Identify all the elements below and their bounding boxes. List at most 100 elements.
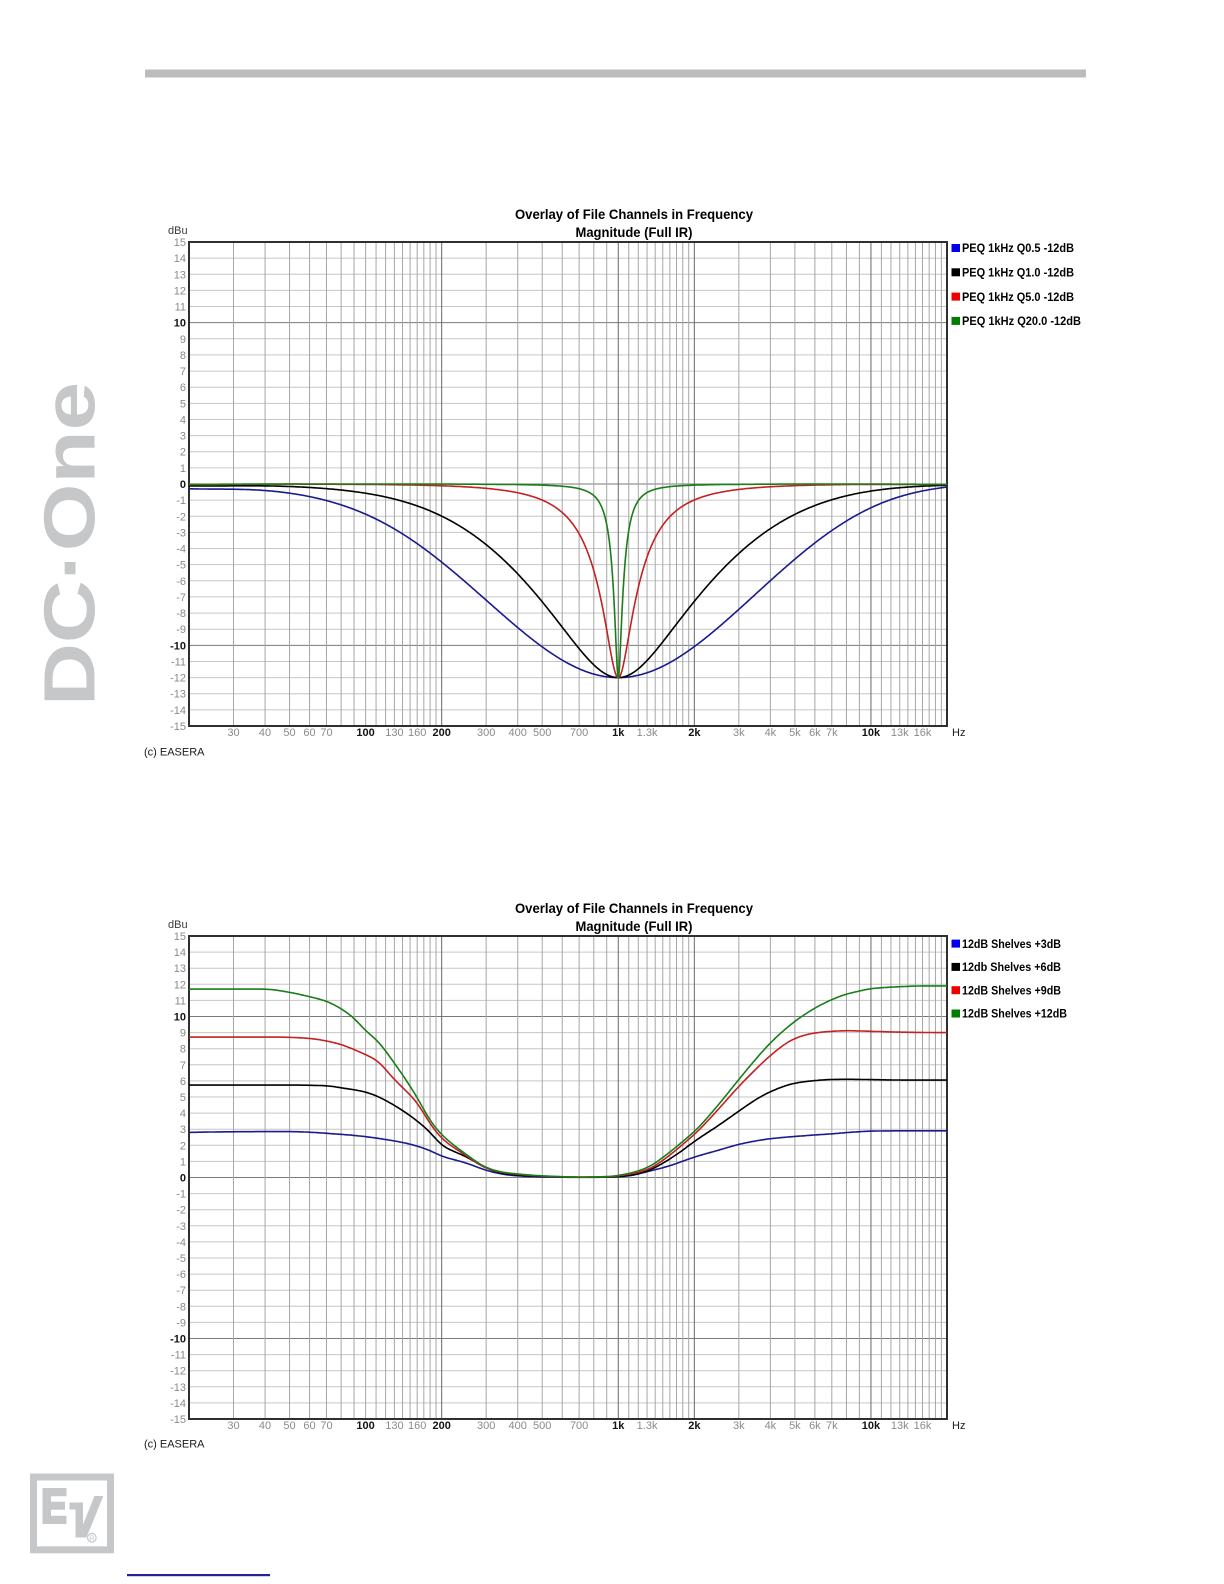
svg-text:0: 0 (180, 479, 186, 491)
svg-text:-15: -15 (170, 1414, 186, 1426)
svg-text:PEQ 1kHz Q5.0 -12dB: PEQ 1kHz Q5.0 -12dB (962, 290, 1074, 304)
svg-text:1k: 1k (612, 727, 625, 739)
svg-text:100: 100 (356, 727, 374, 739)
svg-text:13: 13 (174, 269, 186, 281)
svg-text:10k: 10k (862, 727, 881, 739)
svg-text:-8: -8 (176, 608, 186, 620)
svg-text:2: 2 (180, 447, 186, 459)
svg-text:R: R (89, 1534, 95, 1543)
svg-text:-15: -15 (170, 721, 186, 733)
svg-text:Hz: Hz (952, 1420, 965, 1432)
svg-text:16k: 16k (914, 1420, 932, 1432)
svg-text:12dB Shelves +12dB: 12dB Shelves +12dB (962, 1007, 1067, 1021)
svg-text:13k: 13k (891, 727, 909, 739)
svg-text:-4: -4 (176, 544, 186, 556)
svg-text:200: 200 (432, 727, 450, 739)
svg-text:6: 6 (180, 382, 186, 394)
svg-text:8: 8 (180, 350, 186, 362)
svg-text:Magnitude (Full IR): Magnitude (Full IR) (576, 918, 693, 934)
svg-text:2k: 2k (688, 1420, 701, 1432)
svg-text:3: 3 (180, 1124, 186, 1136)
svg-text:6k: 6k (809, 1420, 821, 1432)
svg-text:5k: 5k (789, 1420, 801, 1432)
svg-text:dBu: dBu (168, 919, 188, 931)
svg-text:60: 60 (303, 1420, 315, 1432)
svg-text:70: 70 (320, 1420, 332, 1432)
svg-text:30: 30 (227, 727, 239, 739)
svg-text:9: 9 (180, 1028, 186, 1040)
svg-text:50: 50 (283, 727, 295, 739)
svg-text:300: 300 (477, 1420, 495, 1432)
svg-text:200: 200 (432, 1420, 450, 1432)
svg-text:15: 15 (174, 931, 186, 943)
svg-text:3k: 3k (733, 727, 745, 739)
svg-text:-2: -2 (176, 511, 186, 523)
svg-text:(c) EASERA: (c) EASERA (144, 747, 205, 759)
svg-text:-5: -5 (176, 560, 186, 572)
svg-text:13: 13 (174, 963, 186, 975)
svg-text:500: 500 (533, 1420, 551, 1432)
svg-text:16k: 16k (914, 727, 932, 739)
svg-text:-14: -14 (170, 1398, 186, 1410)
svg-text:6k: 6k (809, 727, 821, 739)
svg-text:10: 10 (174, 1012, 186, 1024)
svg-text:DC·One: DC·One (31, 382, 111, 706)
svg-text:40: 40 (259, 727, 271, 739)
svg-text:-13: -13 (170, 689, 186, 701)
svg-text:10k: 10k (862, 1420, 881, 1432)
svg-text:10: 10 (174, 318, 186, 330)
svg-text:7k: 7k (826, 1420, 838, 1432)
svg-text:13k: 13k (891, 1420, 909, 1432)
svg-text:3: 3 (180, 431, 186, 443)
svg-text:12db Shelves +6dB: 12db Shelves +6dB (962, 960, 1061, 974)
svg-text:100: 100 (356, 1420, 374, 1432)
svg-text:6: 6 (180, 1076, 186, 1088)
svg-text:-7: -7 (176, 592, 186, 604)
svg-text:dBu: dBu (168, 225, 188, 237)
svg-text:-3: -3 (176, 1221, 186, 1233)
svg-text:PEQ 1kHz Q1.0 -12dB: PEQ 1kHz Q1.0 -12dB (962, 266, 1074, 280)
svg-text:8: 8 (180, 1044, 186, 1056)
svg-text:-11: -11 (171, 1350, 186, 1362)
svg-text:500: 500 (533, 727, 551, 739)
svg-text:300: 300 (477, 727, 495, 739)
svg-text:2k: 2k (688, 727, 701, 739)
svg-text:5k: 5k (789, 727, 801, 739)
svg-text:14: 14 (174, 947, 186, 959)
svg-text:-12: -12 (170, 1366, 186, 1378)
svg-text:Magnitude (Full IR): Magnitude (Full IR) (576, 224, 693, 240)
svg-text:-12: -12 (170, 673, 186, 685)
svg-text:-2: -2 (176, 1205, 186, 1217)
svg-text:4: 4 (180, 414, 186, 426)
svg-text:7k: 7k (826, 727, 838, 739)
svg-text:70: 70 (320, 727, 332, 739)
svg-text:-7: -7 (176, 1285, 186, 1297)
svg-text:Overlay of File Channels in Fr: Overlay of File Channels in Frequency (515, 900, 753, 916)
svg-text:1: 1 (180, 1156, 186, 1168)
svg-text:11: 11 (175, 302, 186, 314)
svg-text:50: 50 (283, 1420, 295, 1432)
svg-text:Overlay of File Channels in Fr: Overlay of File Channels in Frequency (515, 206, 753, 222)
svg-text:2: 2 (180, 1140, 186, 1152)
svg-text:-6: -6 (176, 1269, 186, 1281)
svg-text:-1: -1 (176, 1189, 186, 1201)
svg-text:30: 30 (227, 1420, 239, 1432)
svg-text:7: 7 (180, 1060, 186, 1072)
svg-text:-8: -8 (176, 1301, 186, 1313)
svg-text:4: 4 (180, 1108, 186, 1120)
svg-text:-10: -10 (170, 640, 186, 652)
svg-text:-1: -1 (176, 495, 186, 507)
svg-text:PEQ 1kHz Q0.5 -12dB: PEQ 1kHz Q0.5 -12dB (962, 241, 1074, 255)
svg-text:1.3k: 1.3k (637, 727, 658, 739)
svg-text:700: 700 (570, 727, 588, 739)
svg-text:3k: 3k (733, 1420, 745, 1432)
svg-text:1.3k: 1.3k (637, 1420, 658, 1432)
svg-text:1k: 1k (612, 1420, 625, 1432)
svg-text:40: 40 (259, 1420, 271, 1432)
svg-text:15: 15 (174, 237, 186, 249)
svg-text:-5: -5 (176, 1253, 186, 1265)
svg-text:700: 700 (570, 1420, 588, 1432)
svg-text:(c) EASERA: (c) EASERA (144, 1439, 205, 1451)
svg-text:11: 11 (175, 995, 186, 1007)
svg-text:14: 14 (174, 253, 186, 265)
